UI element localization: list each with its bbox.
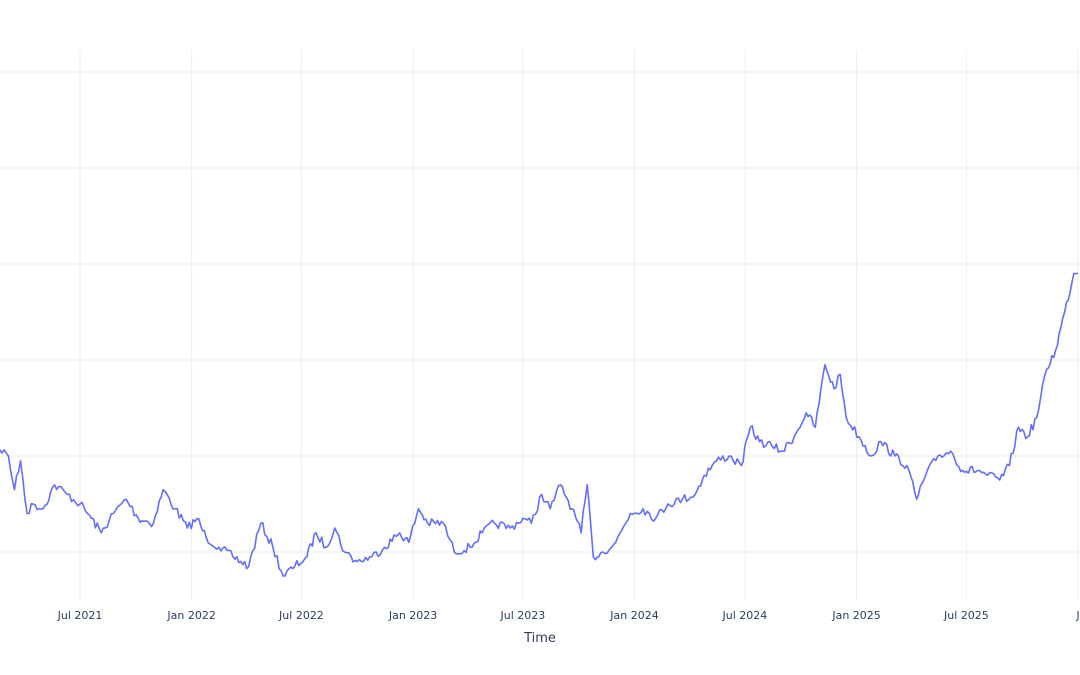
- x-tick-label: Jul 2021: [57, 609, 103, 622]
- x-tick-label: Jan 2024: [609, 609, 658, 622]
- x-tick-label: Jul 2024: [722, 609, 768, 622]
- series-line: [0, 272, 1078, 577]
- x-axis-title: Time: [523, 631, 556, 646]
- y-gridlines: [0, 71, 1080, 553]
- x-tick-label: Jul 2023: [499, 609, 545, 622]
- x-gridlines: [79, 50, 1079, 600]
- x-tick-label: Jul 2022: [278, 609, 324, 622]
- x-axis-tick-labels: Jul 2021 Jan 2022 Jul 2022 Jan 2023 Jul 2023…: [57, 609, 1080, 622]
- x-tick-label: J: [1075, 609, 1079, 622]
- plot-area: [0, 272, 1078, 577]
- x-tick-label: Jan 2023: [388, 609, 437, 622]
- x-tick-label: Jul 2025: [943, 609, 989, 622]
- x-tick-label: Jan 2022: [166, 609, 215, 622]
- x-tick-label: Jan 2025: [831, 609, 880, 622]
